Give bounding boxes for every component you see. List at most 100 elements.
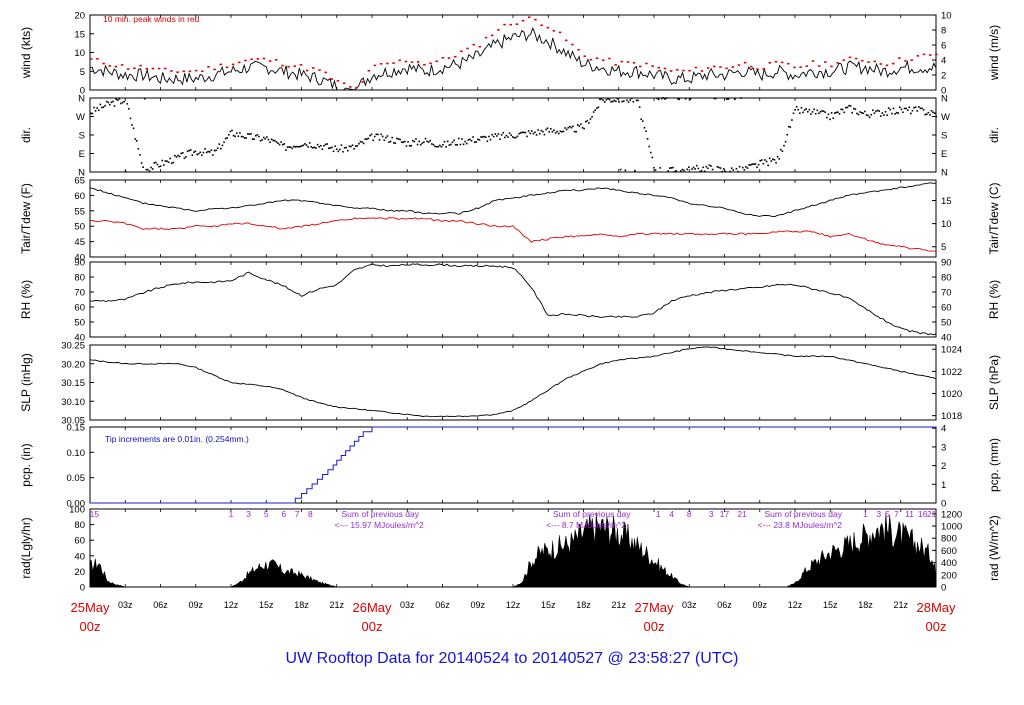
dir-point bbox=[408, 144, 411, 147]
dir-point bbox=[910, 112, 912, 115]
dir-point bbox=[129, 117, 132, 120]
dir-point bbox=[307, 146, 309, 148]
dir-point bbox=[281, 143, 284, 146]
hour-tick-label: 12z bbox=[788, 600, 803, 610]
dir-point bbox=[464, 140, 466, 143]
dir-point bbox=[388, 141, 390, 143]
dir-point bbox=[906, 109, 909, 111]
dir-point bbox=[448, 144, 451, 146]
dir-point bbox=[247, 133, 249, 135]
dir-point bbox=[735, 167, 738, 170]
dir-point bbox=[787, 125, 790, 128]
peak-mark bbox=[774, 60, 778, 63]
peak-mark bbox=[768, 61, 772, 64]
dir-point bbox=[262, 136, 265, 139]
peak-mark bbox=[127, 68, 130, 70]
dir-point bbox=[578, 125, 581, 127]
dir-point bbox=[351, 144, 354, 147]
dir-point bbox=[616, 97, 619, 100]
dir-point bbox=[266, 136, 268, 138]
dir-point bbox=[852, 107, 855, 110]
dir-point bbox=[497, 133, 500, 135]
peak-mark bbox=[238, 61, 241, 64]
dir-point bbox=[404, 140, 406, 143]
dir-point bbox=[97, 109, 100, 112]
dir-point bbox=[461, 138, 463, 140]
y-tick-label-right: 50 bbox=[941, 318, 952, 329]
dir-point bbox=[586, 119, 589, 122]
dir-point bbox=[253, 138, 255, 141]
dir-point bbox=[175, 156, 178, 158]
dir-point bbox=[110, 101, 113, 104]
dir-point bbox=[327, 147, 330, 150]
peak-mark bbox=[379, 63, 383, 65]
dir-point bbox=[580, 123, 582, 125]
date-label-sub: 00z bbox=[80, 619, 101, 634]
peak-mark bbox=[114, 65, 118, 68]
peak-mark bbox=[225, 66, 229, 69]
y-tick-label-right: 4 bbox=[941, 56, 946, 67]
dir-point bbox=[172, 161, 175, 164]
dir-point bbox=[642, 120, 644, 122]
dir-point bbox=[925, 113, 928, 116]
dir-point bbox=[600, 98, 603, 100]
hour-marker: 8 bbox=[687, 509, 692, 519]
dir-point bbox=[143, 97, 146, 100]
dir-point bbox=[312, 147, 314, 149]
dir-point bbox=[313, 146, 316, 149]
dir-point bbox=[879, 115, 882, 117]
dir-point bbox=[99, 103, 102, 106]
peak-mark bbox=[928, 54, 932, 56]
dir-point bbox=[335, 148, 338, 151]
dir-point bbox=[802, 111, 804, 114]
dir-point bbox=[624, 169, 627, 172]
dir-point bbox=[884, 110, 887, 113]
dir-point bbox=[361, 141, 363, 143]
dir-point bbox=[220, 147, 222, 150]
dir-point bbox=[665, 97, 668, 99]
y-axis-label-left: RH (%) bbox=[19, 280, 33, 319]
dir-point bbox=[470, 139, 473, 142]
dir-point bbox=[492, 135, 495, 138]
dir-point bbox=[258, 135, 260, 138]
peak-mark bbox=[453, 55, 457, 58]
dir-point bbox=[527, 130, 530, 132]
peak-mark bbox=[108, 65, 112, 67]
peak-mark bbox=[540, 24, 543, 27]
panel-frame-rh bbox=[89, 261, 937, 338]
dir-point bbox=[933, 112, 936, 115]
dir-point bbox=[610, 100, 612, 103]
dir-point bbox=[927, 111, 930, 114]
peak-mark bbox=[854, 57, 858, 60]
dir-point bbox=[865, 114, 868, 116]
dir-point bbox=[911, 109, 914, 112]
y-tick-label-right: 1000 bbox=[941, 522, 962, 533]
day-note-value: <--- 8.7 MJoules/m^2 bbox=[546, 520, 626, 530]
peak-mark bbox=[151, 67, 155, 70]
dir-point bbox=[243, 137, 246, 139]
dir-point bbox=[602, 99, 604, 102]
dir-point bbox=[101, 106, 103, 109]
peak-mark bbox=[503, 23, 506, 26]
y-tick-label-right: 5 bbox=[941, 242, 946, 253]
panel-wind bbox=[89, 14, 937, 91]
dir-point bbox=[672, 166, 674, 169]
dir-point bbox=[389, 140, 392, 143]
peak-mark bbox=[416, 61, 420, 63]
dir-point bbox=[881, 112, 884, 114]
y-tick-label-left: 50 bbox=[74, 318, 85, 329]
peak-mark bbox=[830, 65, 833, 68]
series-rh bbox=[89, 263, 937, 336]
dir-point bbox=[883, 114, 885, 116]
y-axis-label-right: RH (%) bbox=[987, 280, 1001, 319]
hour-marker: 21 bbox=[737, 509, 747, 519]
dir-point bbox=[781, 150, 784, 152]
dir-point bbox=[565, 128, 568, 131]
dir-point bbox=[285, 149, 287, 151]
dir-point bbox=[832, 117, 834, 119]
dir-point bbox=[483, 135, 485, 138]
hour-tick-label: 15z bbox=[259, 600, 274, 610]
series-tair bbox=[89, 182, 937, 217]
y-tick-label-right: 60 bbox=[941, 303, 952, 314]
dir-point bbox=[353, 147, 355, 150]
